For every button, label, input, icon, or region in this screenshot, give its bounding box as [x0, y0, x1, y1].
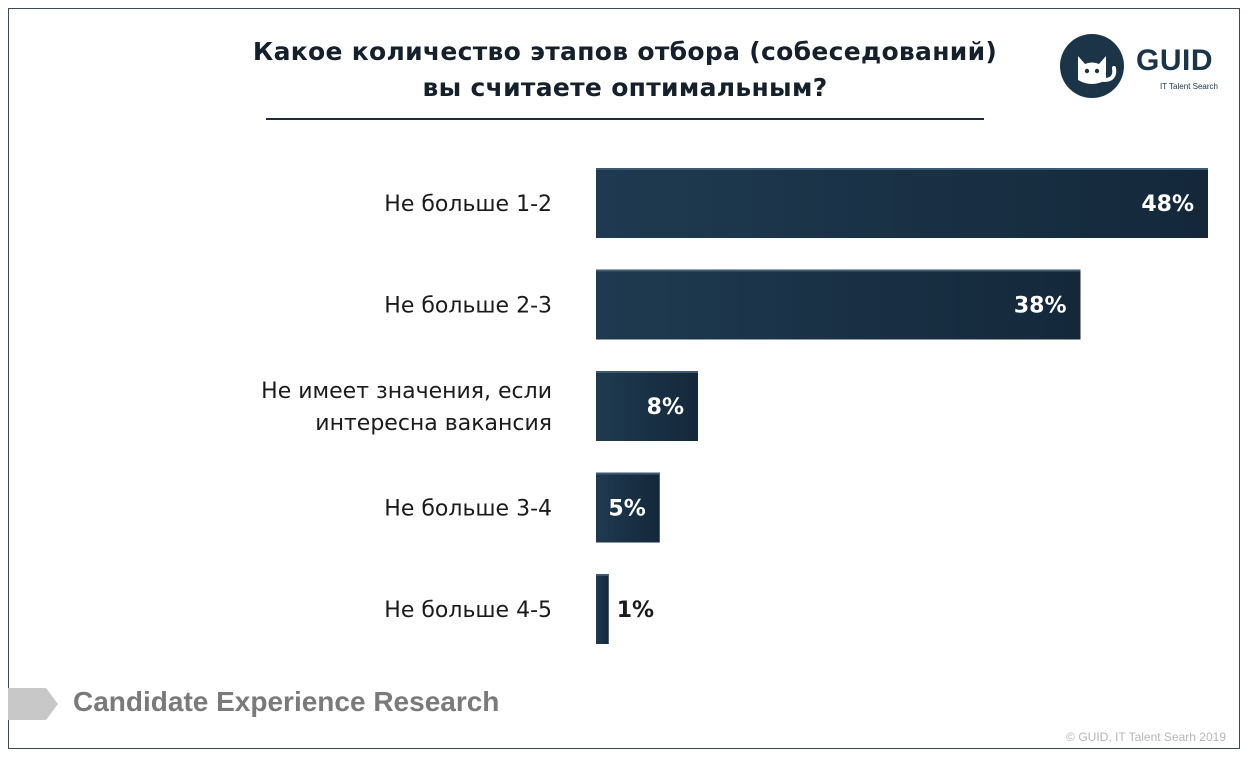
bar-3: [596, 371, 698, 441]
chart-title-line-1: Какое количество этапов отбора (собеседо…: [252, 37, 998, 66]
guid-logo: GUID IT Talent Search: [1060, 34, 1220, 98]
value-label-5: 1%: [617, 598, 654, 623]
category-label-1: Не больше 1-2: [384, 192, 552, 217]
category-label-5: Не больше 4-5: [384, 598, 552, 623]
category-label-3: Не имеет значения, если интересна ваканси…: [261, 379, 552, 436]
bar-2: [596, 269, 1081, 340]
bar-highlight-4: [596, 472, 660, 475]
bar-5: [596, 574, 609, 644]
cat-logo-icon: [1060, 34, 1124, 98]
bar-4: [596, 472, 660, 543]
bar-highlight-1: [596, 168, 1208, 170]
chart-title-line-2: вы считаете оптимальным?: [422, 73, 828, 102]
value-label-4: 5%: [608, 497, 645, 522]
copyright-text: © GUID, IT Talent Searh 2019: [1066, 730, 1226, 744]
chart-title: Какое количество этапов отбора (собеседо…: [230, 34, 1020, 106]
category-label-2: Не больше 2-3: [384, 294, 552, 319]
title-underline: [266, 118, 984, 120]
logo-tagline: IT Talent Search: [1160, 82, 1218, 91]
bar-highlight-3: [596, 371, 698, 373]
bar-highlight-5: [596, 574, 609, 576]
logo-wordmark: GUID: [1136, 44, 1213, 77]
research-title: Candidate Experience Research: [73, 686, 500, 717]
value-label-1: 48%: [1141, 192, 1194, 217]
value-label-2: 38%: [1014, 294, 1067, 319]
value-label-3: 8%: [647, 395, 684, 420]
footer-arrow-icon: [8, 688, 60, 724]
bar-highlight-2: [596, 269, 1081, 272]
category-label-4: Не больше 3-4: [384, 497, 552, 522]
bar-1: [596, 168, 1208, 238]
